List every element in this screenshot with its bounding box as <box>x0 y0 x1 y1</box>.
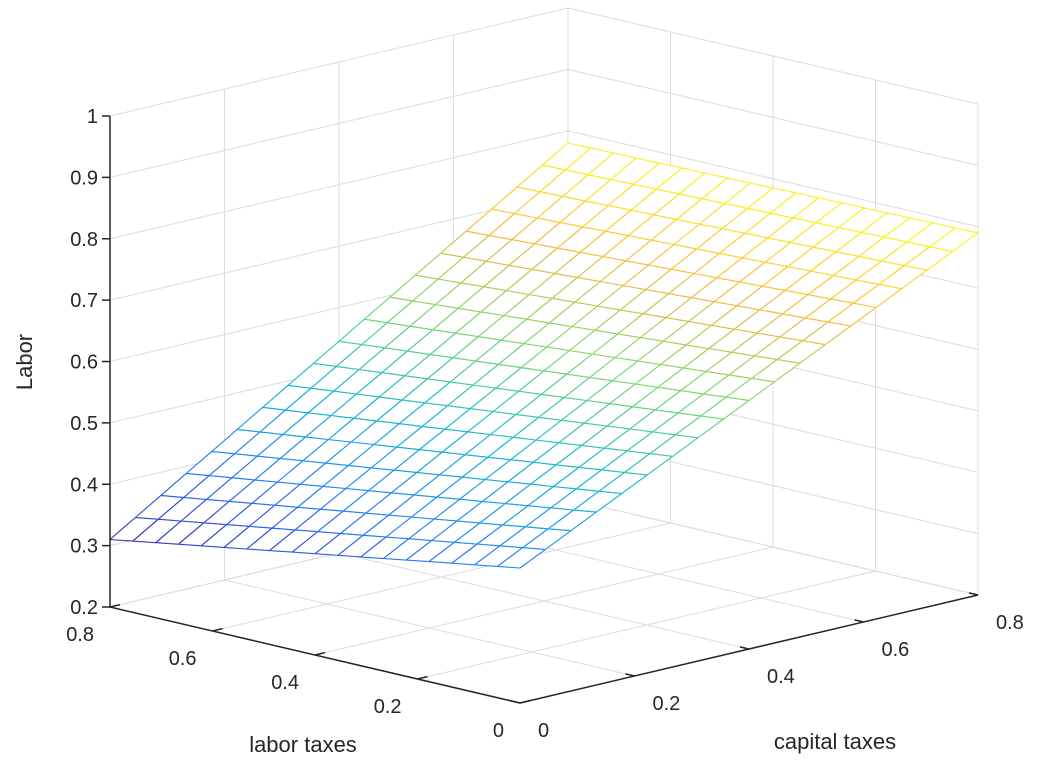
z-tick-label: 0.3 <box>70 536 98 558</box>
surface-mesh <box>109 142 979 569</box>
y-tick-mark <box>212 627 223 632</box>
x-tick-label: 0.2 <box>653 693 681 715</box>
tick-labels: 0.2 0.3 0.4 0.5 0.6 0.7 0.8 0.9 1 0 0.2 0.4 0.6 0.8 0 0… <box>66 106 1024 742</box>
z-tick-label: 0.5 <box>70 413 98 435</box>
y-tick-mark <box>314 651 326 656</box>
y-tick-label: 0.4 <box>271 672 299 694</box>
z-axis-label: Labor <box>12 334 37 390</box>
grid-line <box>567 7 979 105</box>
x-tick-mark <box>510 700 521 704</box>
y-tick-label: 0.8 <box>66 624 94 646</box>
y-tick-mark <box>109 603 121 608</box>
grid-line <box>109 68 569 178</box>
y-tick-label: 0.6 <box>169 648 197 670</box>
z-tick-label: 1 <box>87 106 98 128</box>
y-tick-mark <box>519 699 531 704</box>
grid-line <box>109 7 569 117</box>
x-tick-label: 0.6 <box>882 639 910 661</box>
grid-line <box>109 130 569 240</box>
y-tick-mark <box>417 675 428 680</box>
z-tick-label: 0.9 <box>70 167 98 189</box>
grid-line <box>567 68 979 166</box>
z-tick-label: 0.4 <box>70 474 98 496</box>
x-tick-mark <box>625 673 635 677</box>
z-tick-label: 0.2 <box>70 597 98 619</box>
grid-line <box>567 130 979 228</box>
z-tick-label: 0.7 <box>70 290 98 312</box>
x-tick-label: 0 <box>538 720 549 742</box>
mesh-cell <box>542 142 592 171</box>
grid-line <box>314 546 774 656</box>
grid-line <box>417 570 876 680</box>
z-tick-label: 0.8 <box>70 229 98 251</box>
x-tick-mark <box>739 646 750 650</box>
z-tick-label: 0.6 <box>70 352 98 374</box>
x-tick-mark <box>968 592 979 596</box>
x-tick-mark <box>854 619 864 623</box>
x-axis-label: capital taxes <box>774 729 896 754</box>
y-axis-label: labor taxes <box>249 732 357 757</box>
y-tick-label: 0 <box>493 720 504 742</box>
x-tick-label: 0.8 <box>996 612 1024 634</box>
y-tick-label: 0.2 <box>374 696 402 718</box>
x-tick-label: 0.4 <box>767 666 795 688</box>
grid-line <box>212 522 671 632</box>
